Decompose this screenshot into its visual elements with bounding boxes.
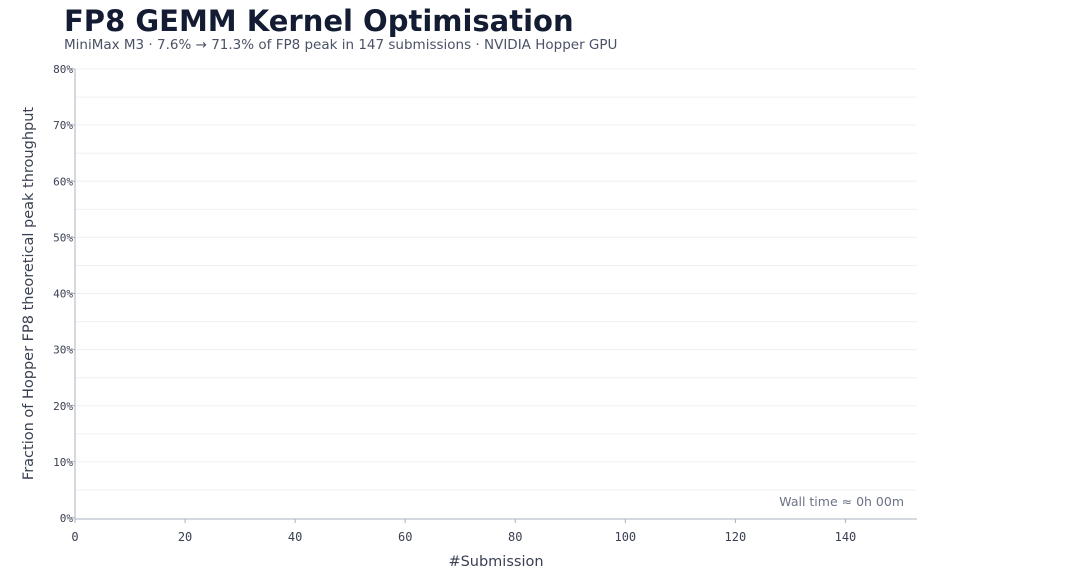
chart-subtitle: MiniMax M3 · 7.6% → 71.3% of FP8 peak in… [64,37,618,53]
y-tick-label: 70% [53,119,73,132]
y-tick-label: 0% [60,512,74,525]
x-tick-label: 100 [614,530,636,544]
y-tick-label: 20% [53,400,73,413]
y-tick-label: 80% [53,63,73,76]
y-tick-label: 50% [53,231,73,244]
wall-time-annotation: Wall time ≈ 0h 00m [779,494,904,509]
y-tick-label: 30% [53,344,73,357]
chart-title: FP8 GEMM Kernel Optimisation [64,4,574,38]
y-tick-label: 60% [53,175,73,188]
y-axis-label: Fraction of Hopper FP8 theoretical peak … [21,107,37,480]
x-tick-labels: 0 20 40 60 80 100 120 140 [71,530,856,544]
y-tick-label: 40% [53,288,73,301]
x-tick-label: 140 [835,530,857,544]
x-tick-label: 40 [288,530,302,544]
x-tick-label: 0 [71,530,78,544]
x-tick-label: 20 [178,530,192,544]
x-tick-label: 60 [398,530,412,544]
axes [71,68,917,523]
x-axis-label: #Submission [448,554,543,570]
y-tick-label: 10% [53,456,73,469]
x-tick-label: 120 [725,530,747,544]
x-tick-label: 80 [508,530,522,544]
gridlines [75,68,917,491]
y-tick-labels: 0% 10% 20% 30% 40% 50% 60% 70% 80% [53,63,73,525]
